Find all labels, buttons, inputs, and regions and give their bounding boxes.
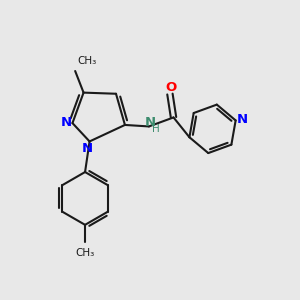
- Text: CH₃: CH₃: [78, 56, 97, 66]
- Text: CH₃: CH₃: [75, 248, 95, 258]
- Text: N: N: [60, 116, 71, 129]
- Text: O: O: [165, 81, 176, 94]
- Text: H: H: [152, 124, 159, 134]
- Text: N: N: [144, 116, 155, 129]
- Text: N: N: [237, 113, 248, 126]
- Text: N: N: [82, 142, 93, 154]
